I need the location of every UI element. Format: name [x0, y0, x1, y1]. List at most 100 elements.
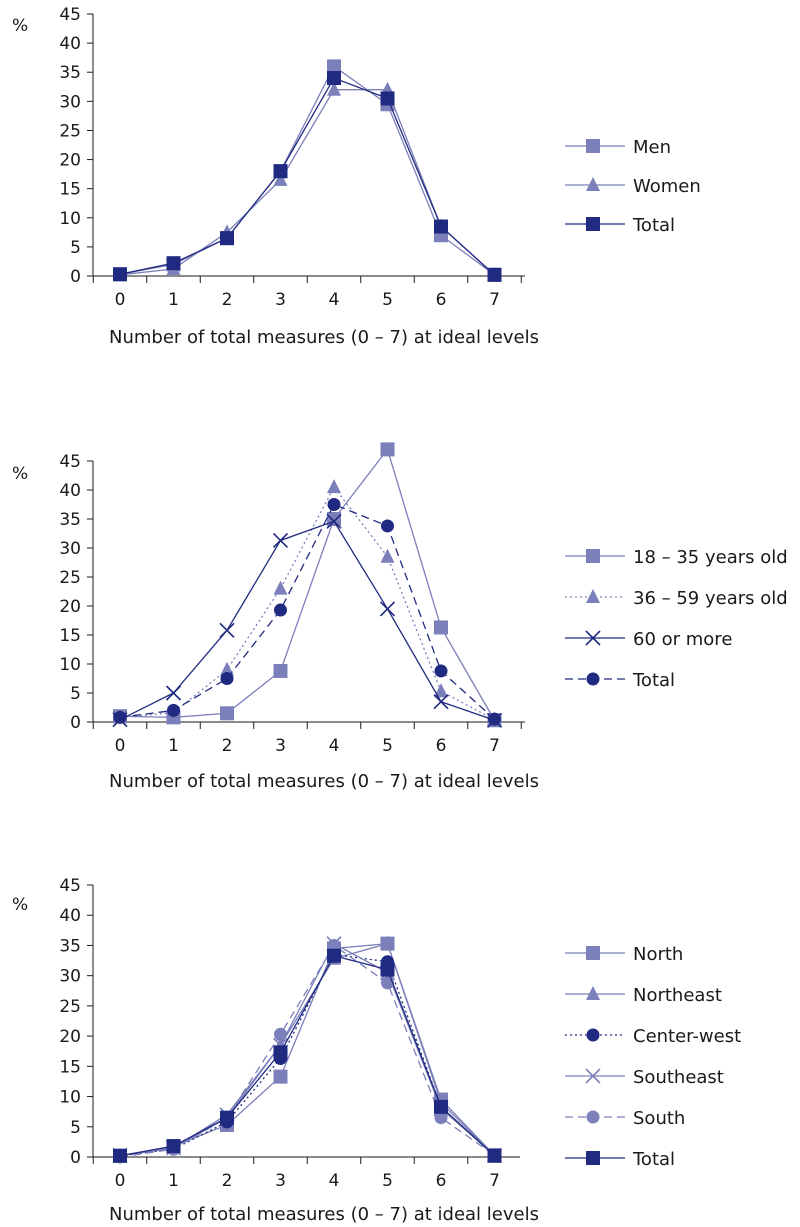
chart-1-y-tick-label: 25 — [59, 121, 81, 141]
data-point-60-or-more — [379, 601, 396, 617]
chart-3-y-tick-label: 25 — [59, 997, 81, 1017]
legend-marker — [586, 549, 600, 563]
chart-1-y-tick-label: 30 — [59, 92, 81, 112]
legend-marker — [586, 672, 600, 686]
data-point-total — [273, 164, 288, 179]
data-point-36-59-years-old — [380, 548, 395, 563]
series-line-southeast — [119, 942, 495, 1156]
data-point-total — [434, 664, 448, 678]
legend-label: 18 – 35 years old — [633, 547, 788, 568]
chart-1-x-tick-label: 1 — [168, 290, 179, 310]
chart-1-y-tick-label: 15 — [59, 180, 81, 200]
chart-2-x-tick-label: 2 — [222, 736, 233, 756]
data-point-total — [487, 1148, 502, 1163]
data-point-men — [327, 59, 341, 74]
chart-1-x-tick-label: 0 — [115, 290, 126, 310]
chart-2-y-tick-label: 45 — [59, 452, 81, 472]
data-point-total — [167, 703, 180, 717]
chart-3-x-axis-title: Number of total measures (0 – 7) at idea… — [109, 1204, 539, 1225]
data-point-northeast — [380, 935, 395, 950]
data-point-total — [274, 603, 287, 617]
data-point-total — [113, 1148, 127, 1163]
data-point-north — [273, 1069, 288, 1084]
data-point-60-or-more — [272, 532, 289, 549]
data-point-total — [381, 519, 394, 533]
chart-1-x-tick-label: 5 — [382, 290, 393, 310]
data-point-total — [166, 256, 181, 271]
data-point-total — [113, 710, 127, 724]
data-point-south — [274, 1027, 287, 1041]
legend-item-northeast: Northeast — [565, 985, 722, 1006]
chart-3-series-north — [113, 936, 502, 1163]
legend-marker — [586, 217, 600, 231]
chart-2-series-36-59-years-old — [113, 479, 502, 726]
chart-2-y-tick-label: 15 — [59, 626, 81, 646]
data-point-total — [220, 672, 234, 685]
data-point-total — [380, 91, 395, 106]
series-line-36-59-years-old — [119, 485, 495, 721]
data-point-women — [273, 171, 288, 186]
chart-2-series-total — [113, 498, 501, 726]
chart-2-y-tick-label: 35 — [59, 510, 81, 530]
legend-marker — [586, 1151, 600, 1165]
chart-2-series-18-35-years-old — [113, 442, 502, 728]
series-line-south — [119, 944, 495, 1158]
data-point-18-35-years-old — [220, 706, 234, 721]
chart-3-series-total — [113, 948, 502, 1163]
data-point-total — [273, 1045, 288, 1060]
legend-marker — [586, 139, 600, 153]
legend-marker — [586, 986, 600, 1000]
data-point-total — [327, 71, 341, 86]
chart-2-y-tick-label: 30 — [59, 539, 81, 559]
legend-item-36-59-years-old: 36 – 59 years old — [565, 588, 788, 609]
legend-item-men: Men — [565, 137, 671, 158]
chart-1-x-tick-label: 2 — [222, 290, 233, 310]
chart-2-y-tick-label: 10 — [59, 655, 81, 675]
legend-marker — [586, 589, 600, 603]
chart-2-x-tick-label: 6 — [436, 736, 447, 756]
legend-item-total: Total — [565, 670, 675, 691]
chart-3-y-tick-label: 20 — [59, 1027, 81, 1047]
chart-2-x-tick-label: 1 — [168, 736, 179, 756]
chart-1-y-tick-label: 5 — [70, 238, 81, 258]
data-point-total — [327, 948, 341, 963]
legend-label: South — [633, 1108, 685, 1129]
data-point-18-35-years-old — [380, 442, 395, 457]
chart-1-y-axis-label: % — [12, 16, 28, 36]
chart-3-y-tick-label: 35 — [59, 936, 81, 956]
series-line-total — [119, 77, 495, 276]
legend-marker — [586, 946, 600, 960]
legend-item-total: Total — [565, 1149, 675, 1170]
chart-3-y-tick-label: 45 — [59, 876, 81, 896]
series-line-total — [119, 954, 495, 1157]
chart-2-x-tick-label: 4 — [329, 736, 340, 756]
data-point-women — [327, 81, 341, 96]
legend-label: Northeast — [633, 985, 722, 1006]
data-point-36-59-years-old — [327, 479, 341, 494]
data-point-18-35-years-old — [434, 620, 448, 635]
chart-3-x-tick-label: 3 — [275, 1171, 286, 1191]
legend-label: Center-west — [633, 1026, 741, 1047]
data-point-total — [166, 1139, 181, 1154]
chart-2-x-tick-label: 5 — [382, 736, 393, 756]
chart-1-y-tick-label: 10 — [59, 209, 81, 229]
data-point-total — [380, 962, 395, 977]
data-point-total — [220, 231, 234, 246]
chart-1-series-women — [113, 81, 502, 281]
data-point-south — [327, 938, 341, 952]
series-line-north — [119, 942, 495, 1157]
data-point-18-35-years-old — [327, 512, 341, 526]
legend-item-center-west: Center-west — [565, 1026, 741, 1047]
series-line-center-west — [119, 953, 495, 1157]
chart-1-x-tick-label: 7 — [489, 290, 500, 310]
legend-item-18-35-years-old: 18 – 35 years old — [565, 547, 788, 568]
chart-1-x-tick-label: 6 — [436, 290, 447, 310]
series-line-total — [119, 503, 495, 720]
chart-3-series-northeast — [113, 935, 502, 1162]
legend-label: 60 or more — [633, 629, 732, 650]
chart-3-series-center-west — [113, 948, 501, 1163]
series-line-men — [119, 65, 495, 276]
